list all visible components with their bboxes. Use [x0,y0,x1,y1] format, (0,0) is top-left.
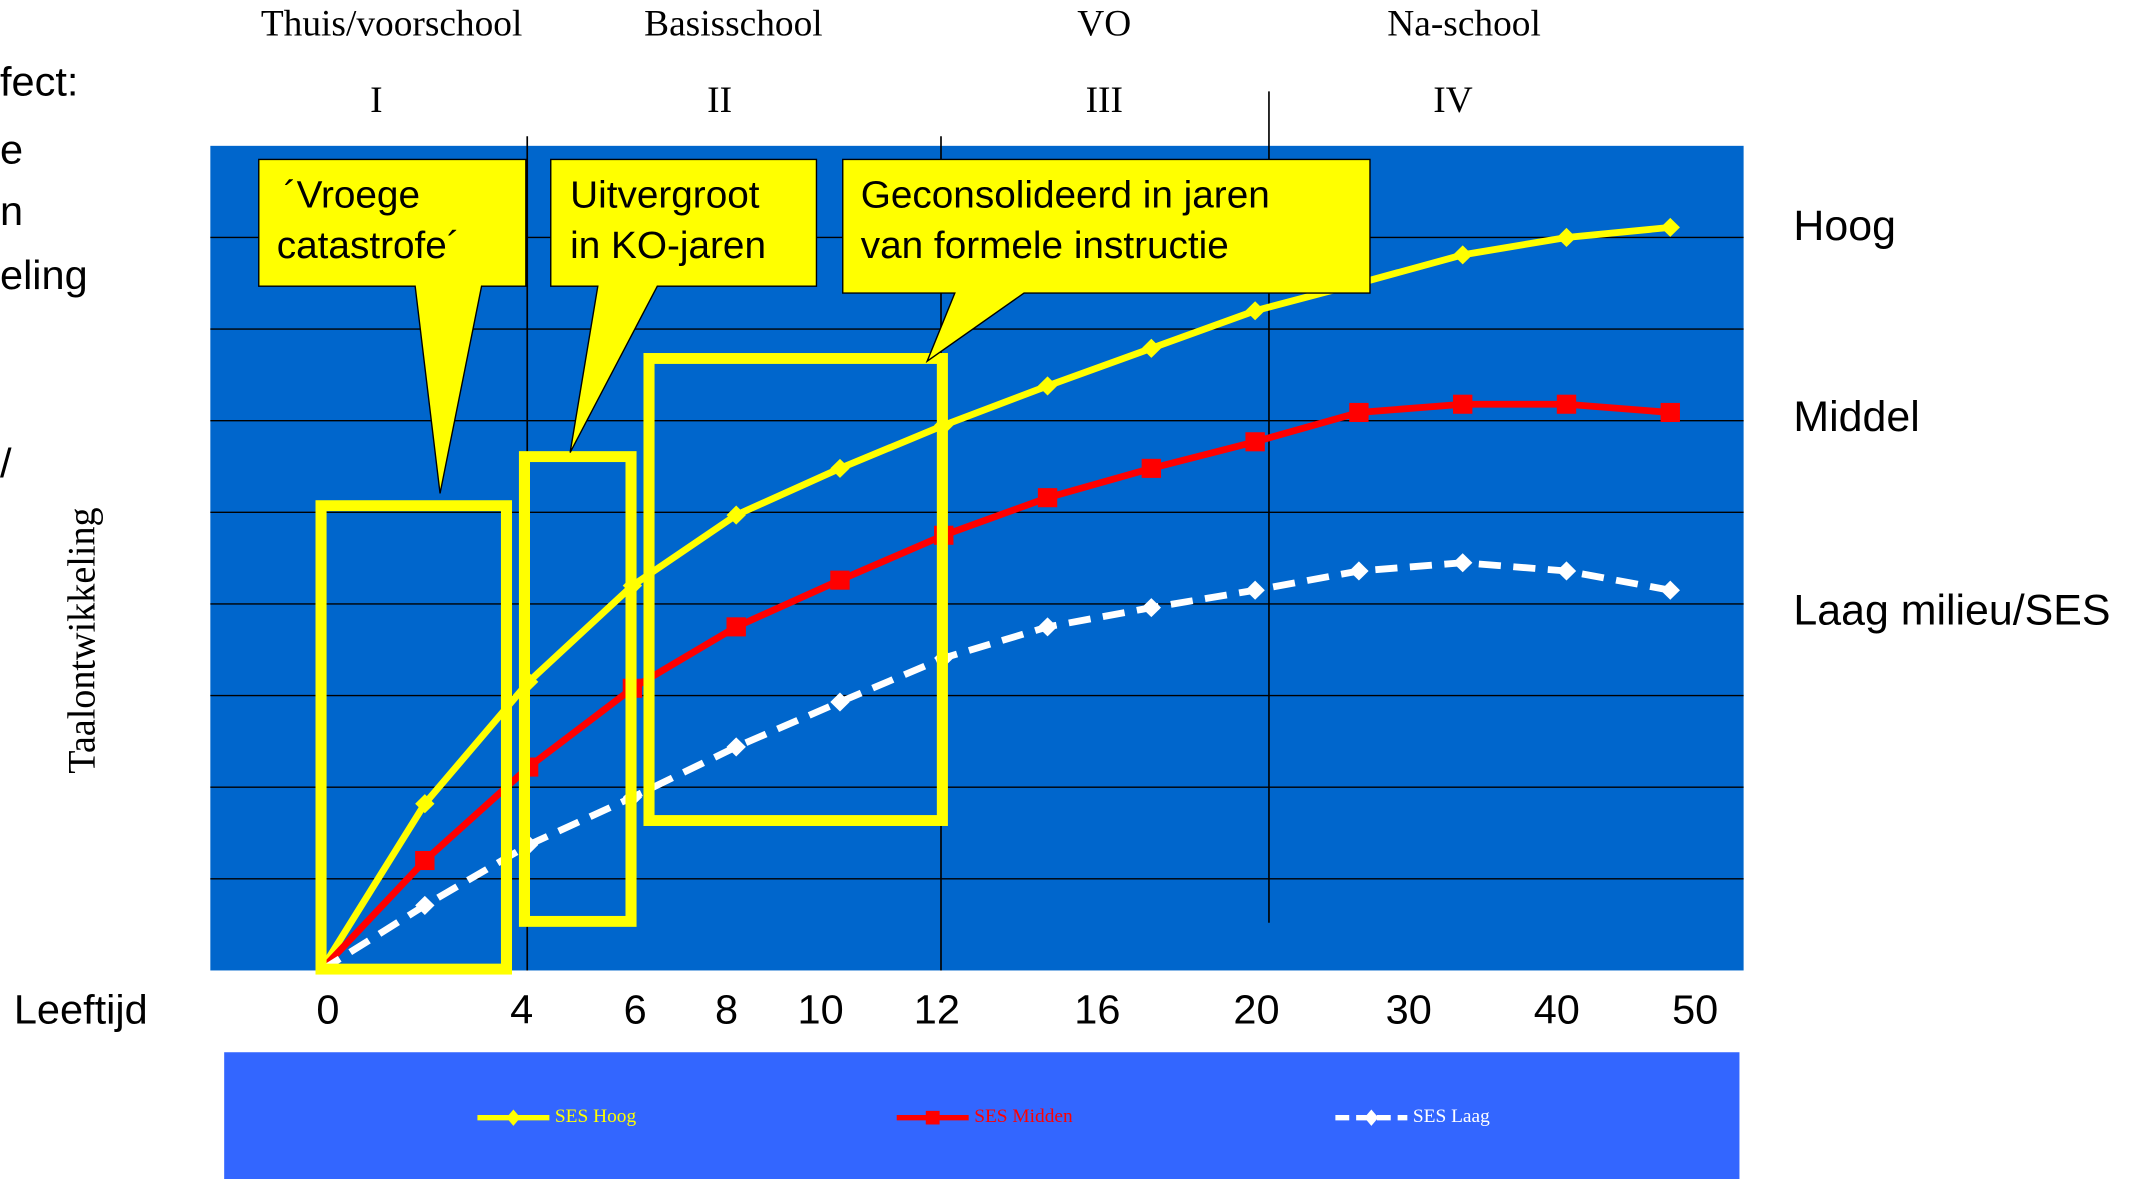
callout-text: in KO-jaren [570,224,766,267]
legend-label: SES Laag [1413,1106,1490,1127]
legend-box [224,1052,1740,1179]
side-text: e [0,127,23,173]
data-point [726,617,746,637]
data-point [1453,553,1473,573]
data-point [830,570,850,590]
callout-texts: ´Vroege catastrofe´ Uitvergroot in KO-ja… [277,174,1270,267]
side-text: eling [0,252,88,298]
data-point [1141,458,1162,478]
y-axis-label: Taalontwikkeling [61,507,103,773]
data-point [1141,598,1162,618]
callout-text: ´Vroege [284,174,420,217]
data-point [1660,217,1680,237]
data-point [1556,394,1577,414]
side-text: n [0,188,23,234]
legend-label: SES Midden [974,1106,1073,1127]
callout-text: van formele instructie [861,224,1229,267]
legend-marker [925,1110,940,1125]
x-tick-label: 12 [914,987,960,1033]
data-point [726,505,746,525]
callout-shape [550,158,818,453]
data-point [1453,394,1473,414]
data-point [830,458,850,478]
callout-text: Uitvergroot [570,174,760,217]
data-point [1245,432,1265,452]
data-point [1660,580,1680,600]
side-text: fect: [0,59,78,105]
phase-label: Na-school [1387,4,1541,45]
phase-label: Thuis/voorschool [261,4,522,45]
legend-label: SES Hoog [555,1106,637,1127]
data-point [1141,338,1162,358]
data-point [1245,580,1265,600]
phase-number: I [370,80,382,121]
x-tick-label: 10 [798,987,844,1033]
callout-shape [842,158,1371,364]
phase-label: VO [1077,4,1131,45]
data-point [415,895,435,915]
data-point [1037,488,1058,508]
data-point [1349,402,1369,423]
data-point [1660,402,1680,423]
series-end-label: Middel [1793,393,1919,441]
data-point [415,794,435,814]
data-point [726,737,746,757]
series-line [318,400,1671,973]
series-end-label: Laag milieu/SES [1793,587,2110,635]
x-tick-label: 4 [510,987,533,1033]
series-end-label: Hoog [1793,202,1896,250]
phase-label: Basisschool [644,4,822,45]
highlight-box [315,500,513,975]
x-tick-label: 0 [316,987,339,1033]
highlight-box [643,353,948,826]
x-tick-label: 16 [1074,987,1120,1033]
data-point [415,850,435,871]
callout-text: Geconsolideerd in jaren [861,174,1270,217]
highlight-box [518,451,637,927]
series-line [318,223,1671,973]
data-point [1556,227,1577,248]
x-tick-label: 6 [624,987,647,1033]
callout-shape [258,158,527,494]
data-point [1037,376,1058,396]
phase-number: IV [1433,80,1473,121]
data-point [1245,301,1265,321]
x-tick-label: 50 [1672,987,1718,1033]
x-axis-title: Leeftijd [14,987,148,1033]
x-tick-label: 30 [1386,987,1432,1033]
phase-number: II [707,80,732,121]
phase-number: III [1086,80,1123,121]
series-line [319,559,1671,974]
data-point [1453,245,1473,265]
highlight-boxes [315,353,948,975]
x-tick-label: 20 [1233,987,1279,1033]
x-tick-label: 40 [1534,987,1580,1033]
callouts [258,158,1371,494]
callout-text: catastrofe´ [277,224,460,267]
x-tick-label: 8 [715,987,738,1033]
data-point [830,692,850,712]
side-text: / [0,440,12,486]
